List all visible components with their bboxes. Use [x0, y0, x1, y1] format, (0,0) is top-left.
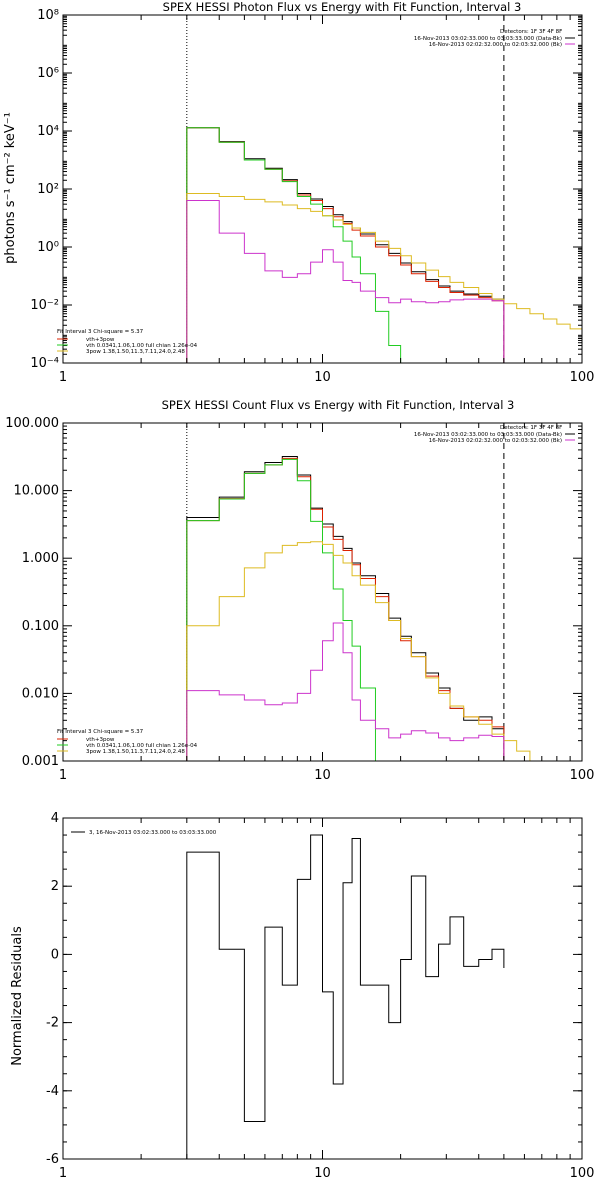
photon-flux-panel: SPEX HESSI Photon Flux vs Energy with Fi… — [3, 0, 595, 385]
legend-entry: vth 0.0341,1.06,1.00 full chian 1.26e-04 — [86, 343, 198, 349]
data-series-line — [186, 457, 505, 761]
data-series-line — [186, 127, 505, 363]
data-series-line — [186, 192, 582, 363]
y-axis-label: photons s⁻¹ cm⁻² keV⁻¹ — [3, 112, 18, 264]
x-tick-label: 1 — [59, 768, 67, 783]
y-tick-label: 100.000 — [5, 416, 59, 431]
x-tick-label: 100 — [570, 1166, 595, 1181]
chart-title: SPEX HESSI Count Flux vs Energy with Fit… — [162, 398, 515, 412]
legend-header: Detectors: 1F 3F 4F 8F — [500, 425, 562, 431]
y-tick-label: 1.000 — [22, 551, 59, 566]
legend-bottom-left: Fit Interval 3 Chi-square = 5.37 vth+3po… — [57, 329, 198, 355]
y-tick-label: -4 — [46, 1084, 59, 1099]
legend-entry: vth 0.0341,1.06,1.00 full chian 1.26e-04 — [86, 743, 198, 749]
legend-entry: 3pow 1.38,1.50,11.3,7.11,24.0,2.48 — [86, 749, 185, 755]
y-tick-label: 0.001 — [22, 754, 59, 769]
y-tick-label: 10² — [37, 182, 59, 197]
x-tick-label: 100 — [570, 768, 595, 783]
legend-entry: 16-Nov-2013 02:02:32.000 to 02:03:32.000… — [429, 438, 562, 444]
legend-entry: vth+3pow — [86, 337, 115, 343]
y-axis-label: Normalized Residuals — [10, 926, 25, 1066]
data-series-line — [186, 455, 505, 761]
count-flux-panel: SPEX HESSI Count Flux vs Energy with Fit… — [5, 398, 595, 783]
legend-entry: 16-Nov-2013 03:02:33.000 to 03:03:33.000… — [414, 432, 562, 438]
x-tick-label: 100 — [570, 370, 595, 385]
legend-bottom-left: Fit Interval 3 Chi-square = 5.37 vth+3po… — [57, 729, 198, 755]
x-tick-label: 10 — [314, 768, 331, 783]
y-tick-label: 10.000 — [14, 484, 60, 499]
data-series-line — [186, 541, 544, 761]
legend-entry: 16-Nov-2013 02:02:32.000 to 02:03:32.000… — [429, 42, 562, 48]
data-series-line — [186, 127, 402, 363]
legend-header: Fit Interval 3 Chi-square = 5.37 — [57, 729, 144, 735]
y-tick-label: 10⁻² — [30, 298, 59, 313]
legend-header: Detectors: 1F 3F 4F 8F — [500, 29, 562, 35]
chart-title: SPEX HESSI Photon Flux vs Energy with Fi… — [163, 0, 522, 14]
y-tick-label: 10⁶ — [37, 66, 59, 81]
legend-entry: 16-Nov-2013 03:02:33.000 to 03:03:33.000… — [414, 36, 562, 42]
y-tick-label: -6 — [46, 1152, 59, 1167]
y-tick-label: -2 — [46, 1016, 59, 1031]
y-tick-label: 10⁻⁴ — [30, 356, 59, 371]
legend-top-right: Detectors: 1F 3F 4F 8F 16-Nov-2013 03:02… — [414, 29, 575, 48]
data-series-line — [186, 127, 505, 363]
data-series-line — [186, 834, 505, 1159]
y-tick-label: 4 — [51, 811, 59, 826]
x-tick-label: 1 — [59, 370, 67, 385]
y-tick-label: 0.010 — [22, 686, 59, 701]
data-series-line — [186, 622, 505, 761]
x-tick-label: 10 — [314, 370, 331, 385]
legend-header: Fit Interval 3 Chi-square = 5.37 — [57, 329, 144, 335]
x-tick-label: 1 — [59, 1166, 67, 1181]
legend-top-right: Detectors: 1F 3F 4F 8F 16-Nov-2013 03:02… — [414, 425, 575, 444]
data-series-line — [186, 200, 505, 363]
legend-top-left: 3, 16-Nov-2013 03:02:33.000 to 03:03:33.… — [71, 830, 217, 836]
x-tick-label: 10 — [314, 1166, 331, 1181]
legend-entry: 3pow 1.38,1.50,11.3,7.11,24.0,2.48 — [86, 349, 185, 355]
data-series-line — [186, 458, 376, 761]
legend-entry: vth+3pow — [86, 737, 115, 743]
legend-entry: 3, 16-Nov-2013 03:02:33.000 to 03:03:33.… — [89, 830, 217, 836]
y-tick-label: 2 — [51, 879, 59, 894]
y-tick-label: 10⁰ — [37, 240, 59, 255]
y-tick-label: 0.100 — [22, 619, 59, 634]
y-tick-label: 0 — [51, 947, 59, 962]
y-tick-label: 10⁸ — [37, 8, 59, 23]
y-tick-label: 10⁴ — [37, 124, 59, 139]
residuals-panel: Normalized Residuals 1 10 100 -6 -4 -2 0 2 4 3, … — [10, 811, 594, 1181]
